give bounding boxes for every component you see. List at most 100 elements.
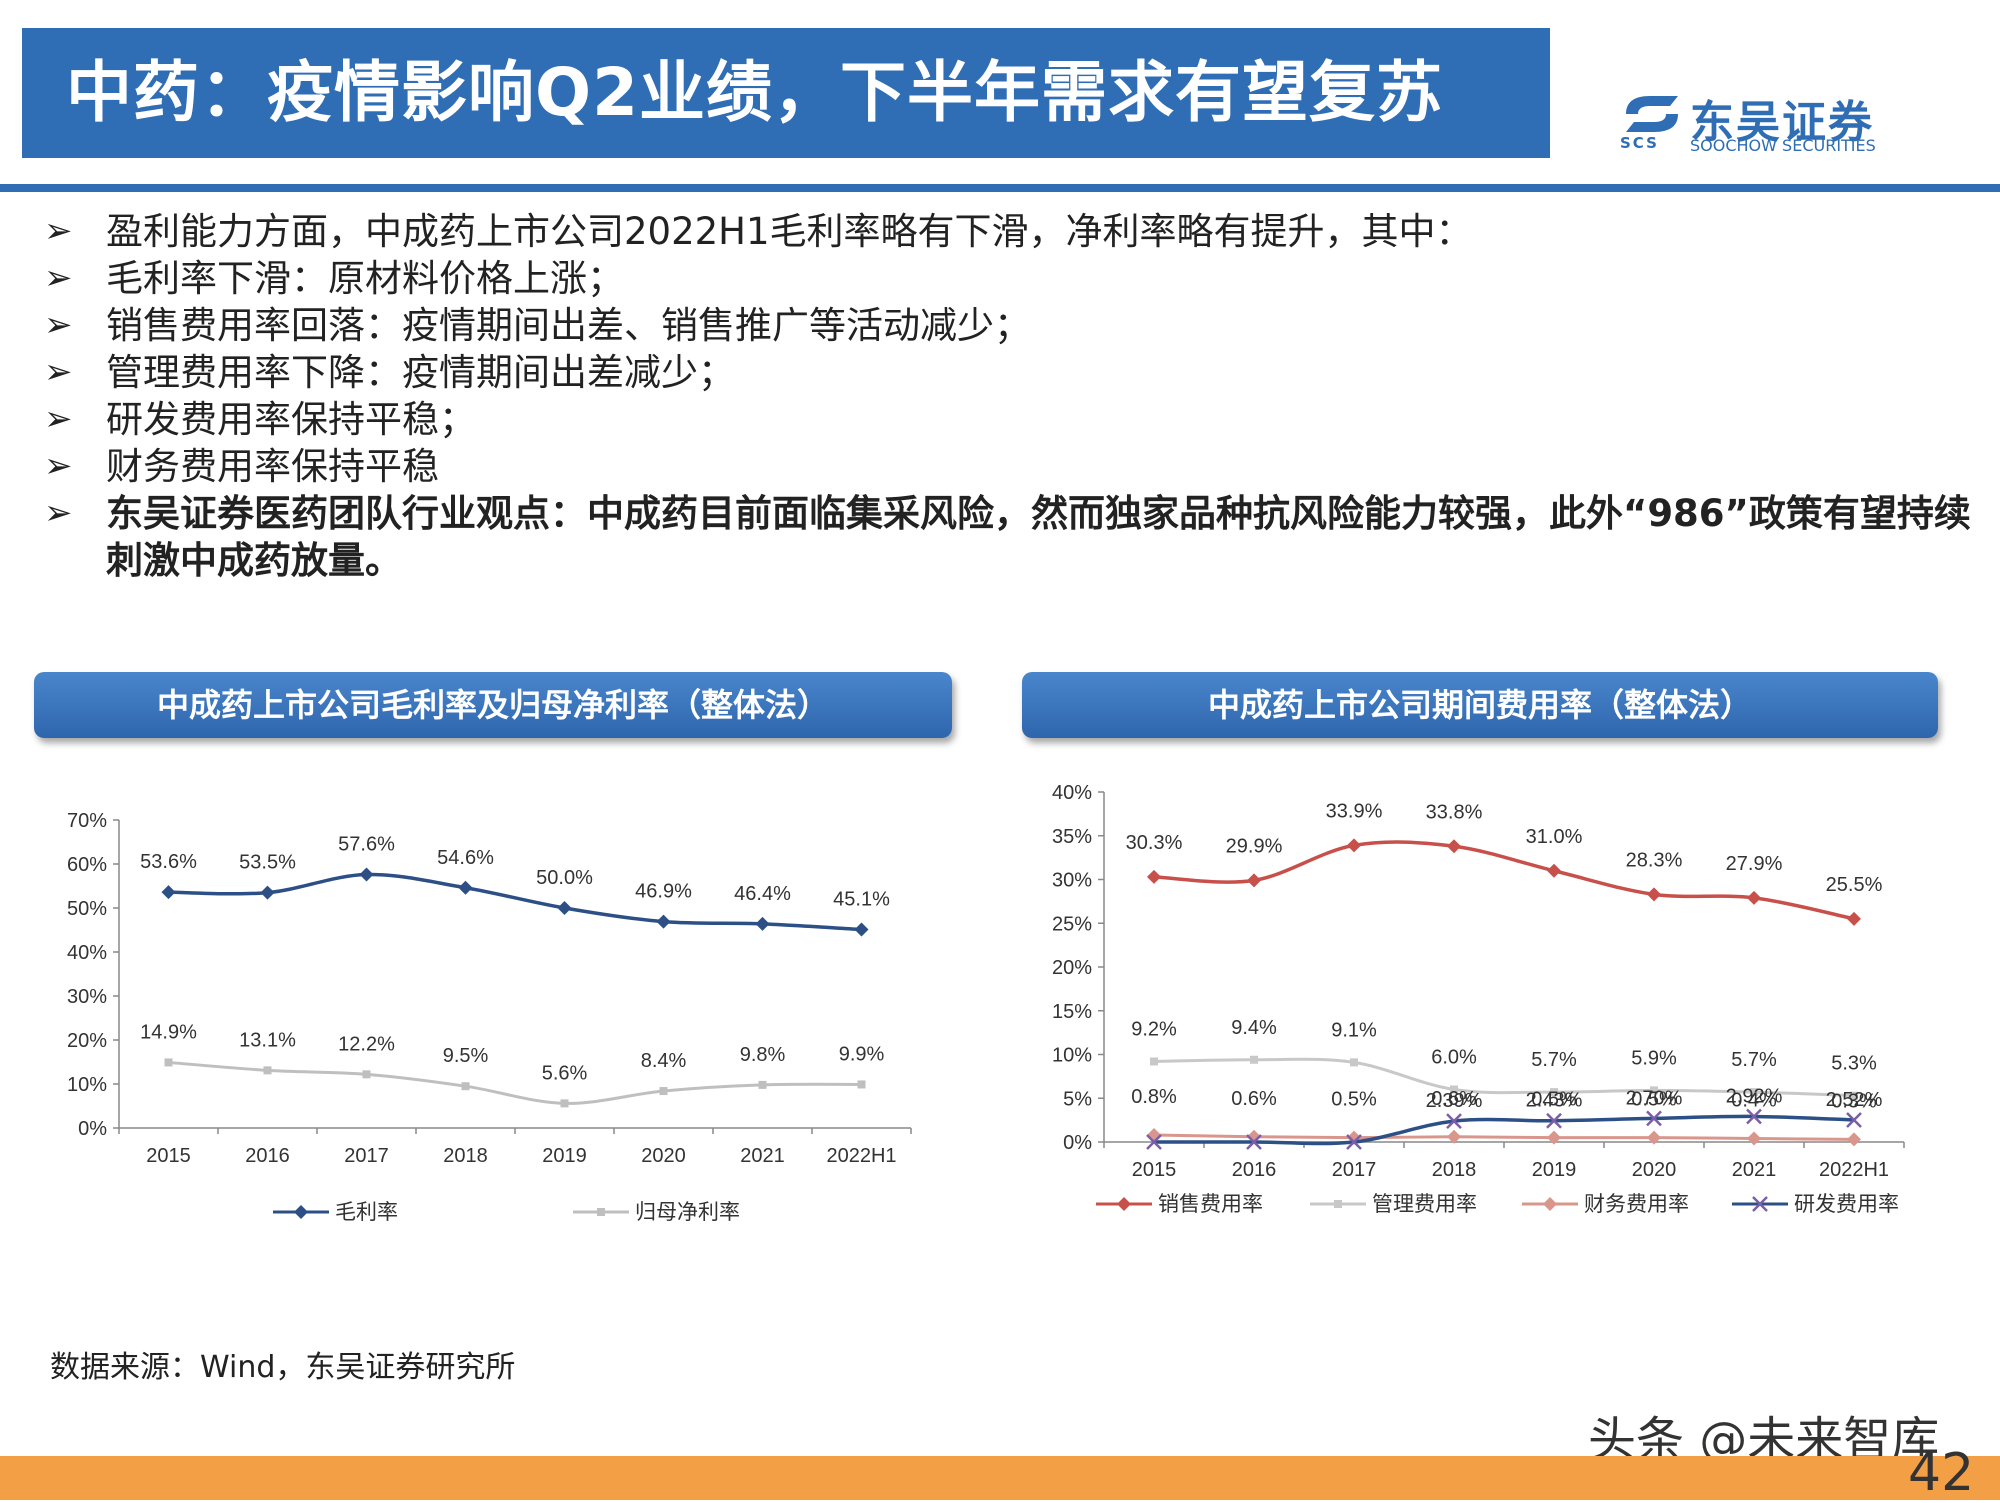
data-point (1246, 1134, 1262, 1150)
data-label: 57.6% (338, 834, 395, 856)
chart1-title: 中成药上市公司毛利率及归母净利率（整体法） (34, 672, 952, 738)
data-label: 12.2% (338, 1033, 395, 1055)
legend-label: 销售费用率 (1158, 1193, 1263, 1216)
bullet-item: ➢ 销售费用率回落：疫情期间出差、销售推广等活动减少； (44, 302, 1974, 349)
data-label: 0.5% (1631, 1089, 1677, 1111)
data-point (1347, 838, 1361, 853)
y-tick-label: 0% (78, 1118, 107, 1140)
arrow-bullet-icon: ➢ (44, 211, 73, 251)
page-title: 中药：疫情影响Q2业绩，下半年需求有望复苏 (66, 54, 1444, 131)
data-label: 33.9% (1326, 800, 1383, 822)
data-label: 2.43% (1526, 1090, 1583, 1112)
y-tick-label: 60% (67, 854, 107, 876)
bullet-item: ➢ 盈利能力方面，中成药上市公司2022H1毛利率略有下滑，净利率略有提升，其中… (44, 208, 1974, 255)
y-tick-label: 25% (1052, 913, 1092, 935)
data-label: 5.9% (1631, 1047, 1677, 1069)
x-tick-label: 2018 (443, 1145, 488, 1167)
data-point (1750, 1088, 1758, 1097)
company-logo: SCS 东吴证券 SOOCHOW SECURITIES (1618, 92, 1898, 160)
series-line (168, 872, 862, 932)
y-tick-label: 40% (1052, 782, 1092, 804)
series-1: 30.3% 29.9% 33.9% 33.8% 31.0% 28.3% 27.9% 25.5% (1126, 800, 1883, 926)
series-2: 9.2% 9.4% 9.1% 6.0% 5.7% 5.9% 5.7% 5.3% (1131, 1017, 1877, 1100)
data-point (1447, 839, 1461, 854)
data-point (1147, 869, 1161, 884)
data-point (1350, 1058, 1358, 1067)
data-point (1547, 1130, 1561, 1145)
data-point (1850, 1091, 1858, 1100)
expense-ratio-chart: 0% 5% 10% 15% 20% 25% 30% 35% 40% 2015 2016 2017 201… (1052, 782, 1905, 1216)
x-tick-label: 2015 (1132, 1159, 1177, 1181)
series-3: 0.8% 0.6% 0.5% 0.6% 0.5% 0.5% 0.4% 0.3% (1131, 1086, 1877, 1147)
legend-entry: 归母净利率 (573, 1201, 740, 1224)
x-tick-label: 2019 (1532, 1159, 1577, 1181)
gross-net-margin-chart: 0% 10% 20% 30% 40% 50% 60% 70% 2015 2016 2017 2018 2… (67, 810, 912, 1224)
series-line (168, 1060, 862, 1105)
legend-marker (1117, 1197, 1131, 1211)
data-label: 13.1% (239, 1029, 296, 1051)
series-line (1153, 1133, 1855, 1141)
page-number: 42 (1908, 1443, 1975, 1503)
y-tick-label: 20% (67, 1030, 107, 1052)
data-point (1447, 1129, 1461, 1144)
data-label: 6.0% (1431, 1047, 1477, 1069)
data-label: 0.5% (1531, 1089, 1577, 1111)
arrow-bullet-icon: ➢ (44, 399, 73, 439)
bullet-item: ➢ 毛利率下滑：原材料价格上涨； (44, 255, 1974, 302)
y-tick-label: 20% (1052, 957, 1092, 979)
bullet-text: 财务费用率保持平稳 (106, 445, 439, 488)
data-point (755, 916, 770, 931)
data-point (359, 867, 374, 882)
header-divider (0, 184, 2000, 192)
x-tick-label: 2016 (245, 1145, 290, 1167)
x-tick-label: 2022H1 (826, 1145, 896, 1167)
y-tick-label: 10% (67, 1074, 107, 1096)
arrow-bullet-icon: ➢ (44, 446, 73, 486)
data-point (461, 1082, 470, 1091)
data-point (557, 901, 572, 915)
y-tick-label: 35% (1052, 826, 1092, 848)
series-2: 14.9% 13.1% 12.2% 9.5% 5.6% 8.4% 9.8% 9.9% (140, 1021, 885, 1108)
data-label: 9.1% (1331, 1019, 1377, 1041)
data-point (1450, 1085, 1458, 1094)
data-point (1646, 1110, 1662, 1127)
bullet-item: ➢ 研发费用率保持平稳； (44, 396, 1974, 443)
y-tick-label: 40% (67, 942, 107, 964)
data-point (1746, 1108, 1762, 1125)
series-line (1153, 840, 1855, 921)
data-label: 5.7% (1731, 1049, 1777, 1071)
logo-english-name: SOOCHOW SECURITIES (1690, 136, 1876, 155)
x-tick-label: 2017 (344, 1145, 389, 1167)
series-line (1153, 1057, 1855, 1098)
x-tick-label: 2022H1 (1819, 1159, 1889, 1181)
data-label: 53.6% (140, 851, 197, 873)
data-label: 33.8% (1426, 801, 1483, 823)
data-point (854, 922, 869, 937)
data-point (1147, 1128, 1161, 1142)
x-tick-label: 2015 (146, 1145, 191, 1167)
x-tick-label: 2017 (1332, 1159, 1377, 1181)
data-point (1146, 1134, 1162, 1150)
y-tick-label: 70% (67, 810, 107, 832)
x-tick-label: 2016 (1232, 1159, 1277, 1181)
legend-label: 毛利率 (335, 1201, 398, 1224)
data-label: 46.9% (635, 881, 692, 903)
data-label: 5.6% (542, 1062, 588, 1084)
arrow-bullet-icon: ➢ (44, 258, 73, 298)
y-tick-label: 30% (67, 986, 107, 1008)
legend-marker (597, 1208, 605, 1216)
data-label: 31.0% (1526, 826, 1583, 848)
data-point (1547, 863, 1561, 878)
series-1: 53.6% 53.5% 57.6% 54.6% 50.0% 46.9% 46.4% 45.1% (140, 834, 890, 937)
data-label: 0.4% (1731, 1090, 1777, 1112)
y-tick-label: 15% (1052, 1001, 1092, 1023)
legend-entry: 毛利率 (273, 1201, 398, 1224)
data-point (1647, 887, 1661, 902)
legend-marker (1752, 1196, 1768, 1212)
data-label: 9.8% (740, 1044, 786, 1066)
data-point (1847, 1132, 1861, 1147)
data-label: 50.0% (536, 867, 593, 889)
data-point (1446, 1113, 1462, 1129)
data-point (560, 1099, 569, 1108)
data-point (1550, 1088, 1558, 1097)
